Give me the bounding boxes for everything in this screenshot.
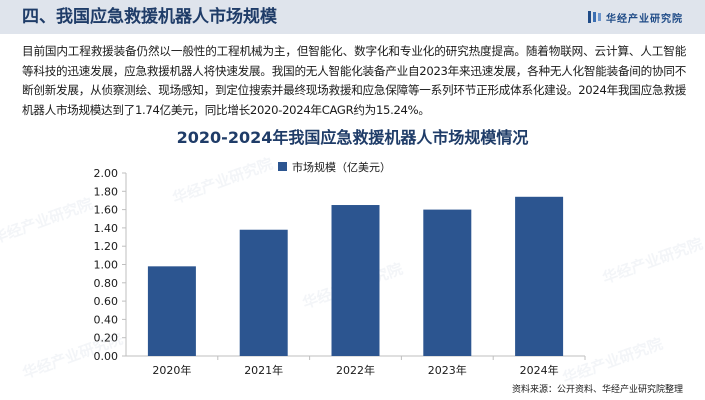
x-tick-label: 2020年 [152, 363, 191, 377]
header-bar [0, 0, 705, 34]
y-tick-label: 0.60 [94, 295, 119, 308]
y-tick-label: 2.00 [94, 167, 119, 180]
intro-paragraph: 目前国内工程救援装备仍然以一般性的工程机械为主，但智能化、数字化和专业化的研究热… [22, 44, 686, 117]
legend-swatch [278, 162, 287, 171]
y-tick-label: 0.40 [94, 313, 119, 326]
y-tick-label: 1.40 [94, 222, 119, 235]
bar [423, 209, 472, 356]
brand-logo: 华经产业研究院 [588, 9, 683, 25]
bar [147, 266, 196, 356]
brand-icon [588, 11, 601, 23]
bar [515, 196, 564, 356]
y-tick-label: 1.20 [94, 240, 119, 253]
x-tick-label: 2024年 [520, 363, 559, 377]
y-tick-label: 0.20 [94, 332, 119, 345]
y-tick-label: 1.00 [94, 259, 119, 272]
y-tick-label: 0.80 [94, 277, 119, 290]
y-tick-label: 0.00 [94, 350, 119, 363]
section-title: 四、我国应急救援机器人市场规模 [22, 7, 277, 27]
source-note: 资料来源：公开资料、华经产业研究院整理 [511, 385, 683, 395]
legend-label: 市场规模（亿美元） [292, 160, 391, 174]
chart-legend: 市场规模（亿美元） [278, 160, 391, 174]
y-tick-label: 1.80 [94, 185, 119, 198]
bar [331, 205, 380, 356]
x-tick-label: 2021年 [244, 363, 283, 377]
x-tick-label: 2022年 [336, 363, 375, 377]
bar [239, 229, 288, 356]
x-tick-label: 2023年 [428, 363, 467, 377]
y-tick-label: 1.60 [94, 204, 119, 217]
chart-title: 2020-2024年我国应急救援机器人市场规模情况 [176, 128, 529, 147]
brand-name: 华经产业研究院 [606, 13, 683, 25]
